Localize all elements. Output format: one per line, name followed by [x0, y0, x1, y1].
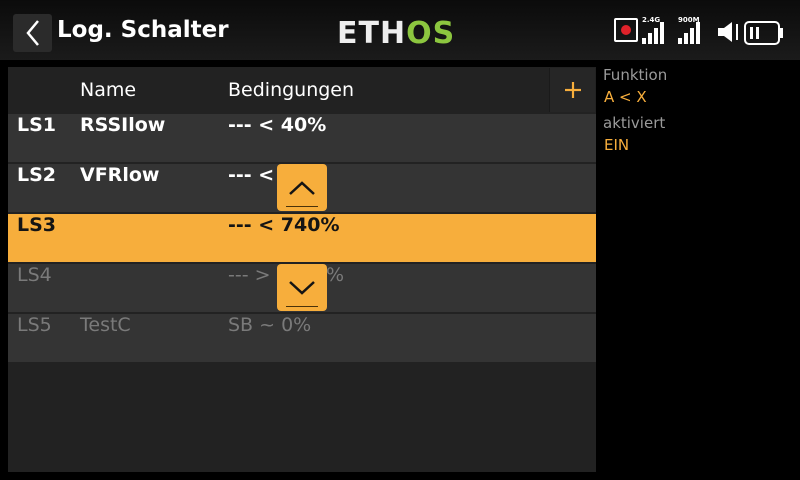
- row-name: TestC: [80, 314, 131, 336]
- row-id: LS1: [17, 114, 57, 136]
- page-title: Log. Schalter: [57, 17, 229, 43]
- signal-bars-icon: [642, 18, 664, 44]
- rf-signal-900m: 900M: [678, 16, 708, 44]
- plus-icon: [564, 82, 581, 98]
- row-name: VFRlow: [80, 164, 160, 186]
- back-button[interactable]: [13, 14, 52, 52]
- table-row[interactable]: LS5 TestC SB ~ 0%: [8, 314, 596, 362]
- active-value: EIN: [604, 136, 630, 154]
- column-header-conditions: Bedingungen: [228, 79, 355, 101]
- add-button[interactable]: [549, 68, 595, 112]
- table-row[interactable]: LS1 RSSIlow --- < 40%: [8, 114, 596, 162]
- move-up-button[interactable]: [277, 164, 327, 211]
- row-name: RSSIlow: [80, 114, 166, 136]
- function-value: A < X: [604, 88, 647, 106]
- row-condition: --- < 40%: [228, 114, 327, 136]
- row-id: LS5: [17, 314, 52, 336]
- active-label: aktiviert: [603, 114, 666, 132]
- row-condition: --- >: [228, 264, 271, 286]
- row-condition: --- < 740%: [228, 214, 340, 236]
- row-condition: SB ~ 0%: [228, 314, 312, 336]
- battery-icon: [744, 21, 783, 45]
- header-bar: Log. Schalter ETHOS 2.4G 900M: [0, 0, 800, 60]
- table-row-selected[interactable]: LS3 --- < 740%: [8, 214, 596, 262]
- row-id: LS2: [17, 164, 57, 186]
- row-id: LS4: [17, 264, 52, 286]
- chevron-down-icon: [289, 280, 315, 295]
- record-icon: [614, 18, 638, 42]
- chevron-left-icon: [25, 20, 39, 46]
- column-header-name: Name: [80, 79, 137, 101]
- move-down-button[interactable]: [277, 264, 327, 311]
- rf-signal-24g: 2.4G: [642, 16, 668, 44]
- ethos-logo: ETHOS: [337, 16, 456, 51]
- signal-bars-icon: [678, 18, 700, 44]
- chevron-up-icon: [289, 180, 315, 195]
- speaker-icon: [718, 22, 738, 42]
- row-condition-tail: %: [326, 264, 345, 286]
- function-label: Funktion: [603, 66, 668, 84]
- row-id: LS3: [17, 214, 57, 236]
